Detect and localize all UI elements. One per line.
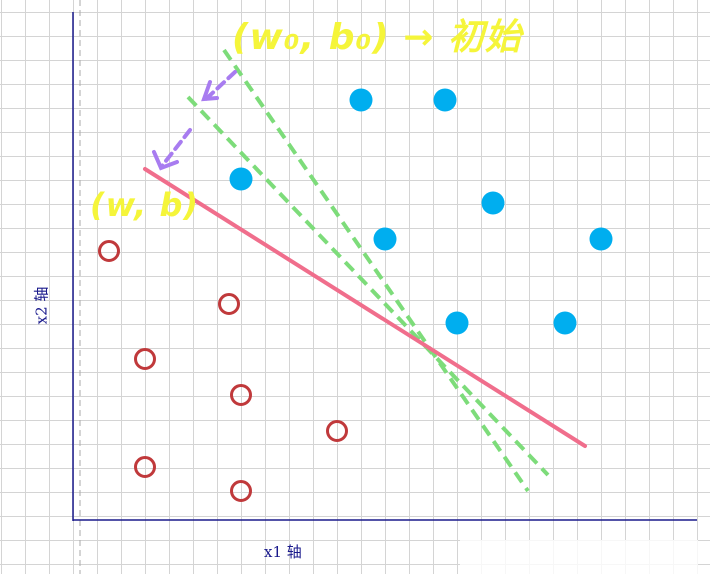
initial-separator-line-1: [222, 48, 530, 493]
positive-points: [229, 88, 613, 335]
positive-point: [433, 88, 457, 112]
positive-point: [445, 311, 469, 335]
final-separator-line: [143, 167, 587, 448]
negative-point: [134, 456, 156, 478]
y-axis-label: x2 轴: [32, 286, 51, 325]
positive-point: [229, 167, 253, 191]
x-axis-label: x1 轴: [264, 543, 302, 561]
positive-point: [589, 227, 613, 251]
negative-point: [230, 480, 252, 502]
initial-separator-line-2: [186, 95, 550, 477]
negative-point: [218, 293, 240, 315]
updated-params-annotation: (w, b): [90, 186, 199, 224]
faded-watermark-area: [460, 540, 698, 574]
positive-point: [553, 311, 577, 335]
positive-point: [349, 88, 373, 112]
negative-point: [230, 384, 252, 406]
negative-point: [134, 348, 156, 370]
negative-points: [98, 240, 348, 502]
update-arrow: [152, 70, 237, 171]
negative-point: [98, 240, 120, 262]
initial-params-annotation: (w₀, b₀) → 初始: [232, 17, 522, 58]
positive-point: [373, 227, 397, 251]
negative-point: [326, 420, 348, 442]
positive-point: [481, 191, 505, 215]
